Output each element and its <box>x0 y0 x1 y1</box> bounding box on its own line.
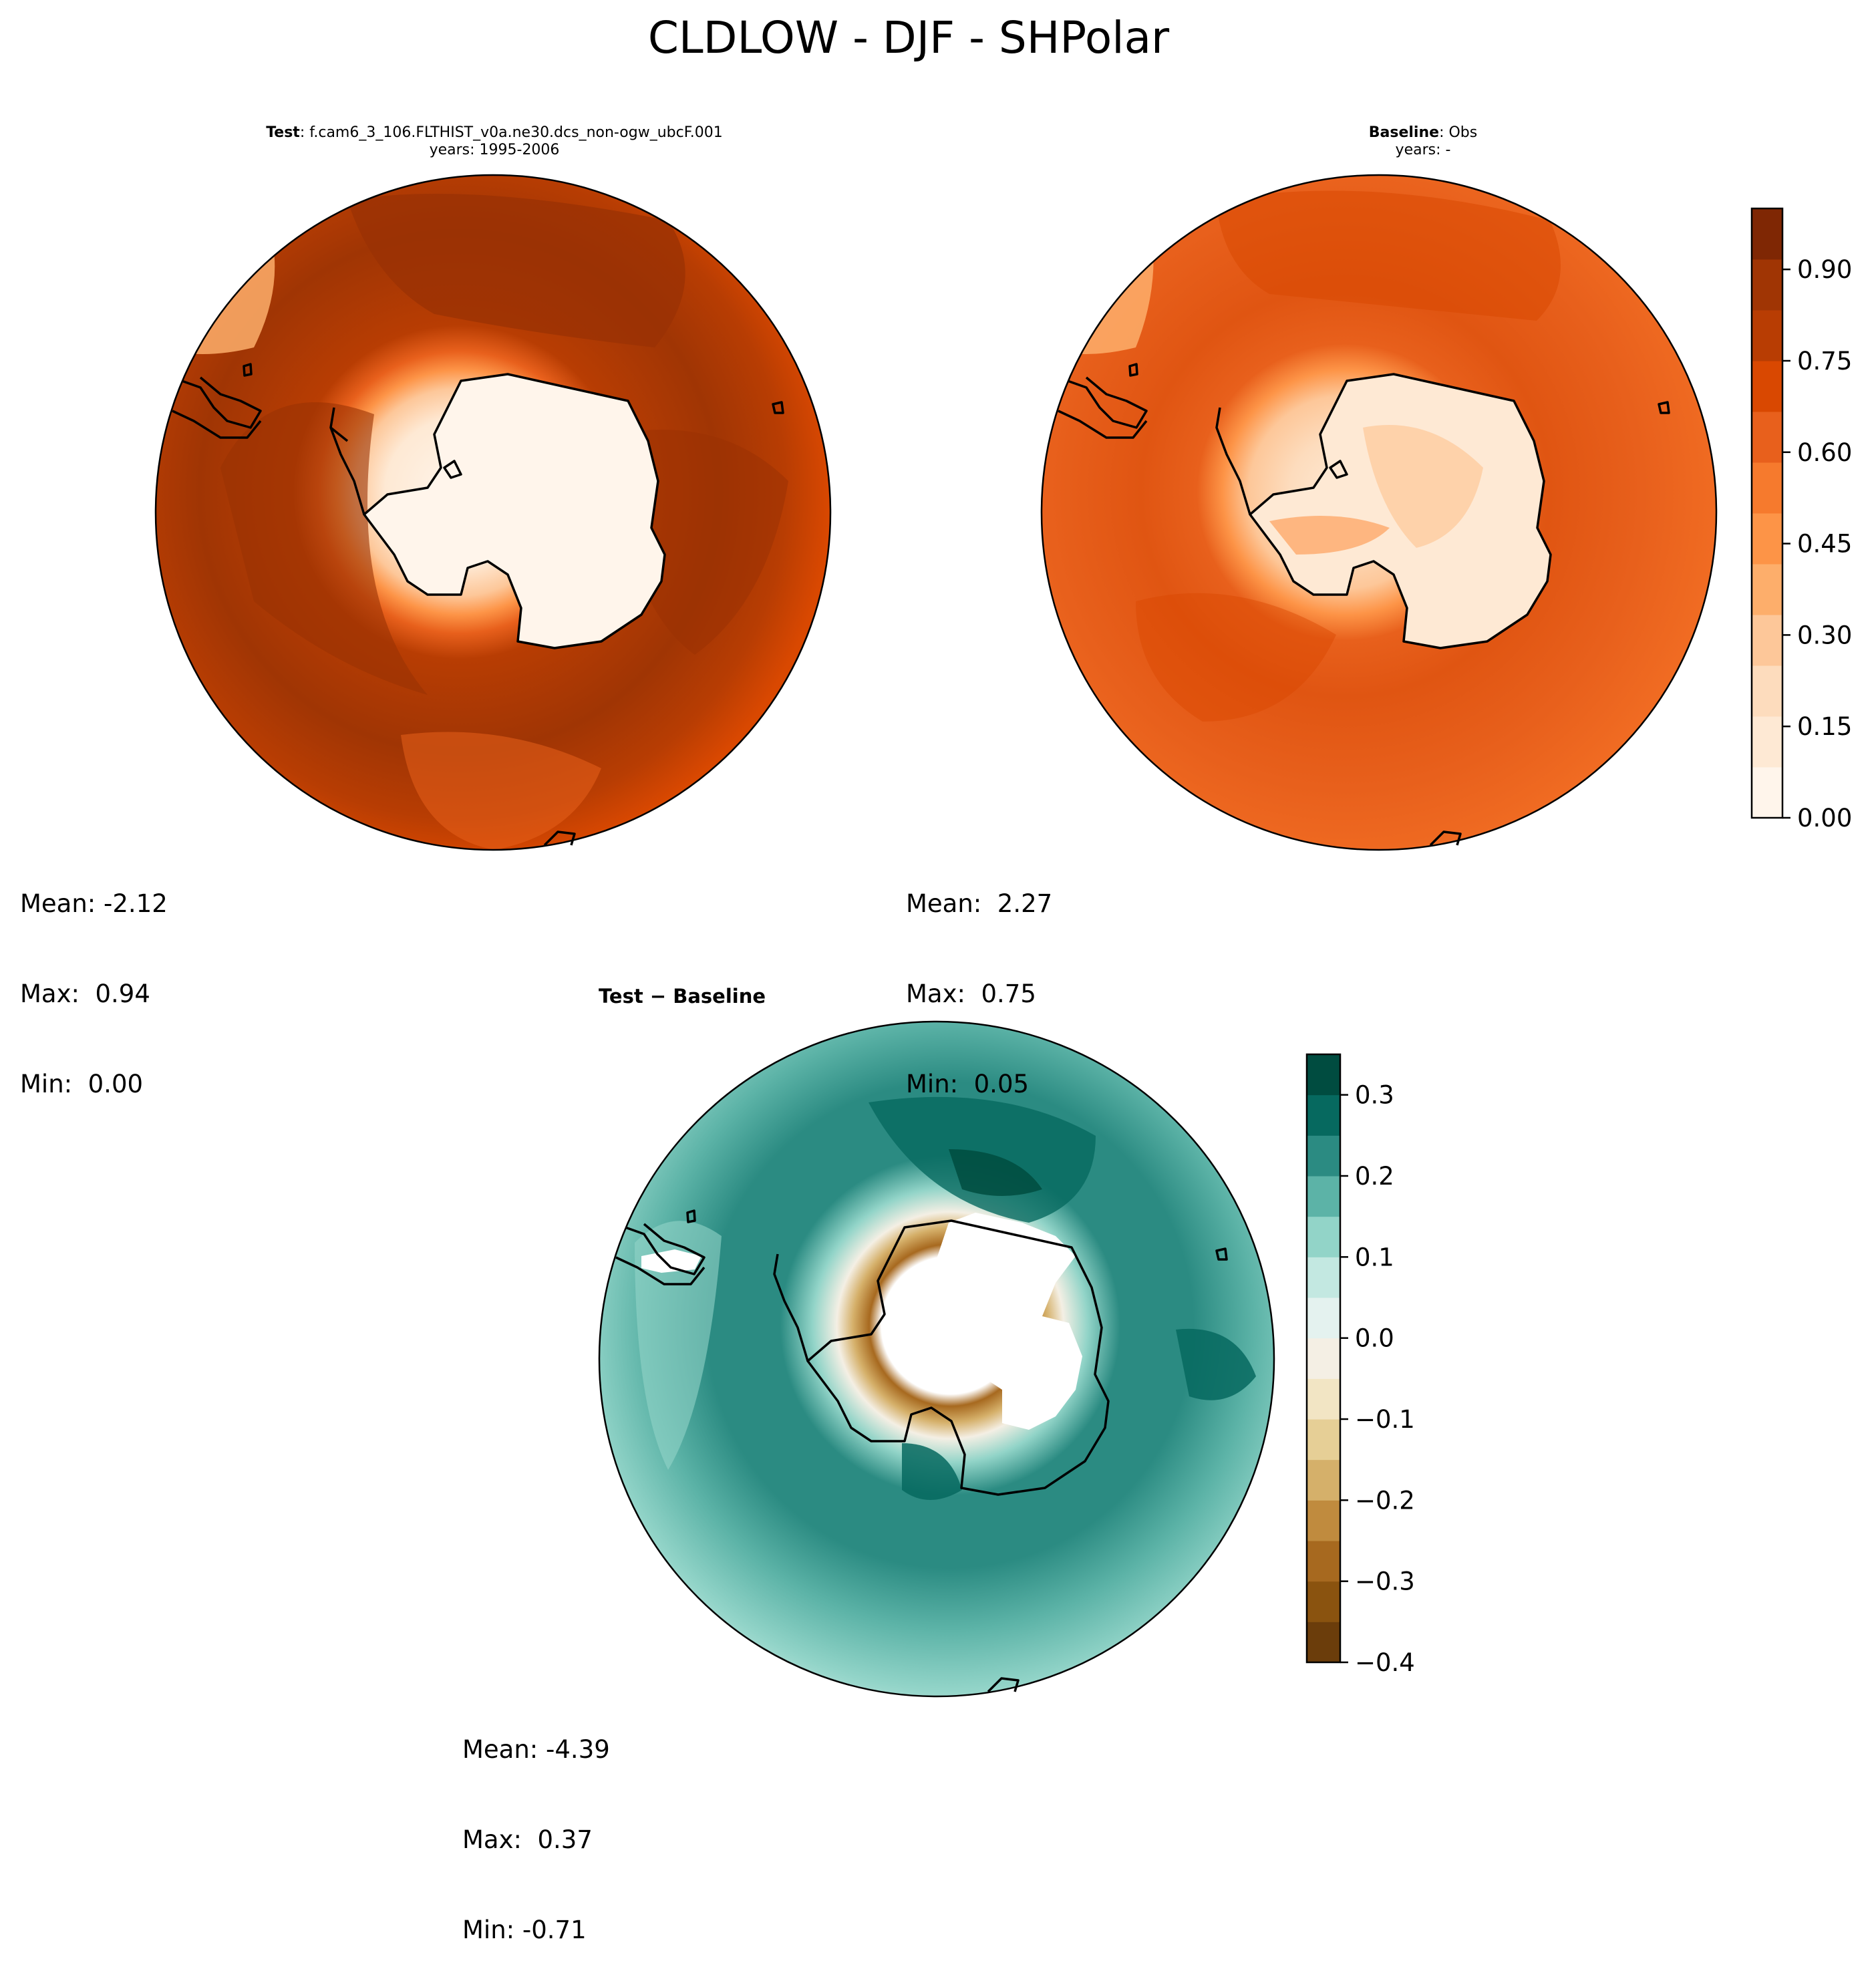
test-coastline <box>172 363 784 847</box>
diff-colorbar-tick-label: 0.3 <box>1355 1081 1394 1110</box>
diff-colorbar: −0.4 −0.3 −0.2 −0.1 0.0 0.1 0.2 0.3 <box>1305 1053 1415 1677</box>
abs-colorbar-segment <box>1752 665 1782 717</box>
diff-colorbar-tick-label: −0.2 <box>1355 1486 1415 1515</box>
test-panel-title: Test: f.cam6_3_106.FLTHIST_v0a.ne30.dcs_… <box>227 124 762 159</box>
baseline-map-boundary <box>1040 174 1718 851</box>
diff-colorbar-segment <box>1307 1054 1340 1096</box>
test-title-bold: Test <box>266 124 300 141</box>
diff-colorbar-frame <box>1305 1053 1342 1664</box>
abs-colorbar-tick-label: 0.90 <box>1797 255 1852 284</box>
baseline-title-case: : Obs <box>1439 124 1478 141</box>
diff-colorbar-segment <box>1307 1500 1340 1541</box>
diff-min: Min: -0.71 <box>462 1916 587 1944</box>
diff-colorbar-segment <box>1307 1338 1340 1379</box>
diff-colorbar-segment <box>1307 1135 1340 1177</box>
diff-colorbar-tick-label: 0.2 <box>1355 1162 1394 1191</box>
test-map-boundary <box>154 174 832 851</box>
diff-colorbar-segment <box>1307 1378 1340 1420</box>
baseline-map <box>1042 175 1716 850</box>
diff-map <box>599 1022 1274 1696</box>
baseline-title-bold: Baseline <box>1368 124 1440 141</box>
diff-colorbar-segment <box>1307 1216 1340 1257</box>
diff-map-boundary <box>598 1020 1275 1698</box>
abs-colorbar-segment <box>1752 462 1782 514</box>
diff-colorbar-segment <box>1307 1176 1340 1217</box>
abs-colorbar-segment <box>1752 361 1782 412</box>
diff-colorbar-segment <box>1307 1094 1340 1136</box>
abs-colorbar-tick-label: 0.00 <box>1797 804 1852 832</box>
baseline-min: Min: 0.05 <box>906 1070 1030 1098</box>
baseline-title-years: years: - <box>1395 142 1451 158</box>
diff-colorbar-segment <box>1307 1459 1340 1501</box>
abs-colorbar-segment <box>1752 208 1782 260</box>
abs-colorbar-segment <box>1752 513 1782 565</box>
baseline-stats: Mean: 2.27 Max: 0.75 Min: 0.05 <box>906 828 1052 1129</box>
diff-colorbar-tick-label: 0.0 <box>1355 1324 1394 1353</box>
diff-colorbar-tick-label: −0.3 <box>1355 1567 1415 1596</box>
diff-mean: Mean: -4.39 <box>462 1735 610 1764</box>
abs-colorbar-frame <box>1750 207 1784 819</box>
baseline-panel-title: Baseline: Obs years: - <box>1223 124 1623 159</box>
baseline-mean: Mean: 2.27 <box>906 889 1053 918</box>
figure-title: CLDLOW - DJF - SHPolar <box>647 12 1170 63</box>
diff-colorbar-segment <box>1307 1541 1340 1582</box>
abs-colorbar-tick-label: 0.15 <box>1797 712 1852 741</box>
test-title-years: years: 1995-2006 <box>429 142 560 158</box>
diff-colorbar-tick-label: 0.1 <box>1355 1243 1394 1271</box>
test-max: Max: 0.94 <box>20 979 150 1008</box>
abs-colorbar-segment <box>1752 310 1782 361</box>
test-mean: Mean: -2.12 <box>20 889 168 918</box>
abs-colorbar-tick-label: 0.45 <box>1797 530 1852 559</box>
abs-colorbar-segment <box>1752 615 1782 666</box>
test-map <box>156 175 830 850</box>
abs-colorbar-tick-label: 0.30 <box>1797 621 1852 649</box>
diff-coastline <box>615 1209 1228 1693</box>
diff-colorbar-tick-label: −0.1 <box>1355 1405 1415 1434</box>
figure-canvas: 0.000.150.300.450.600.750.90 −0.4−0.3−0.… <box>154 174 1852 1698</box>
abs-colorbar-segment <box>1752 767 1782 818</box>
abs-colorbar-segment <box>1752 564 1782 615</box>
abs-colorbar-segment <box>1752 716 1782 768</box>
baseline-coastline <box>1058 363 1670 847</box>
diff-panel-title: Test − Baseline <box>599 985 766 1008</box>
diff-colorbar-segment <box>1307 1622 1340 1663</box>
diff-max: Max: 0.37 <box>462 1825 593 1854</box>
test-stats: Mean: -2.12 Max: 0.94 Min: 0.00 <box>20 828 168 1129</box>
diff-stats: Mean: -4.39 Max: 0.37 Min: -0.71 <box>462 1674 610 1975</box>
diff-colorbar-segment <box>1307 1298 1340 1339</box>
test-title-case: : f.cam6_3_106.FLTHIST_v0a.ne30.dcs_non-… <box>299 124 723 141</box>
diff-colorbar-segment <box>1307 1257 1340 1298</box>
diff-colorbar-segment <box>1307 1581 1340 1622</box>
abs-colorbar-segment <box>1752 412 1782 463</box>
abs-colorbar-segment <box>1752 259 1782 311</box>
diff-colorbar-segment <box>1307 1419 1340 1461</box>
abs-colorbar-tick-label: 0.60 <box>1797 438 1852 467</box>
baseline-max: Max: 0.75 <box>906 979 1036 1008</box>
diff-colorbar-tick-label: −0.4 <box>1355 1648 1415 1677</box>
test-min: Min: 0.00 <box>20 1070 144 1098</box>
abs-colorbar-tick-label: 0.75 <box>1797 347 1852 375</box>
abs-colorbar: 0.00 0.15 0.30 0.45 0.60 0.75 0.90 <box>1750 207 1852 832</box>
